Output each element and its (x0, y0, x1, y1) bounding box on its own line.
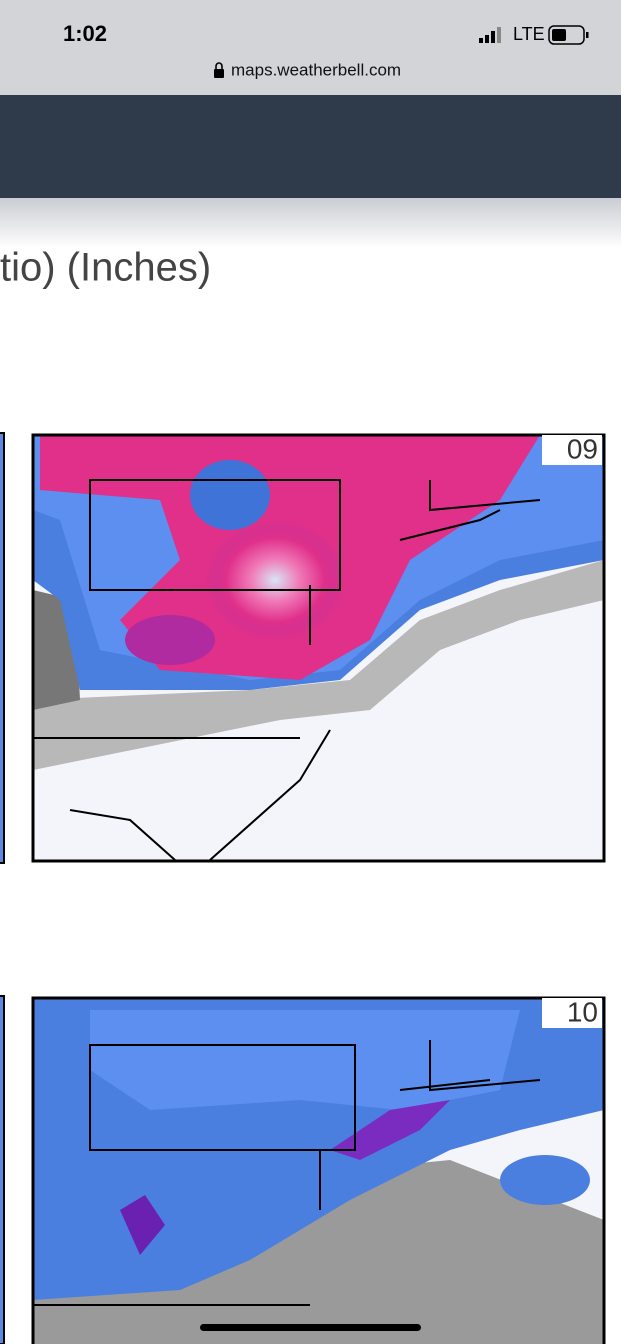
clock: 1:02 (63, 21, 107, 46)
home-indicator (200, 1324, 421, 1331)
panel-label: 09 (567, 433, 598, 464)
battery-icon (548, 25, 589, 45)
page-title: tio) (Inches) (0, 246, 211, 290)
partial-map (0, 432, 5, 864)
status-bar (0, 0, 621, 95)
partial-map (0, 995, 5, 1344)
panel-label: 10 (567, 996, 598, 1027)
lock-icon (214, 62, 224, 78)
nav-shadow (0, 198, 621, 248)
map-panel: 10 (31, 996, 606, 1344)
network-label: LTE (513, 24, 545, 44)
url[interactable]: maps.weatherbell.com (231, 60, 401, 79)
map-panel: 09 (31, 433, 606, 863)
nav-bar (0, 95, 621, 198)
signal-icon (479, 27, 501, 43)
